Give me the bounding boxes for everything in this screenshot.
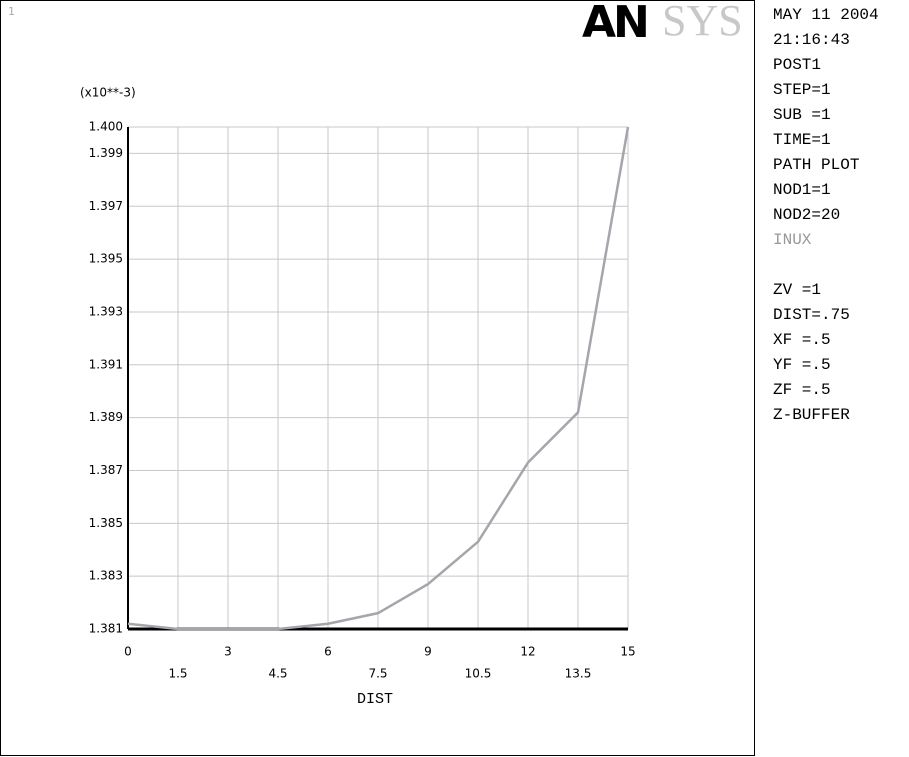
- y-tick-label: 1.393: [89, 304, 123, 318]
- y-tick-label: 1.391: [89, 357, 123, 371]
- view-line: Z-BUFFER: [773, 406, 850, 424]
- info-line: 21:16:43: [773, 31, 850, 49]
- x-tick-label: 7.5: [368, 667, 387, 681]
- y-tick-label: 1.381: [89, 622, 123, 636]
- view-line: ZF =.5: [773, 381, 831, 399]
- info-line: POST1: [773, 56, 821, 74]
- view-line: ZV =1: [773, 281, 821, 299]
- y-tick-label: 1.397: [89, 199, 123, 213]
- y-tick-label: 1.385: [89, 516, 123, 530]
- y-tick-label: 1.389: [89, 410, 123, 424]
- x-tick-label: 13.5: [565, 667, 592, 681]
- y-axis-label: (x10**-3): [80, 86, 136, 100]
- x-tick-label: 12: [520, 645, 535, 659]
- y-tick-label: 1.395: [89, 252, 123, 266]
- x-tick-label: 15: [620, 645, 635, 659]
- logo-bold: AN: [582, 0, 647, 48]
- info-line: NOD1=1: [773, 181, 831, 199]
- x-tick-label: 10.5: [465, 667, 492, 681]
- x-tick-label: 0: [124, 645, 132, 659]
- view-line: YF =.5: [773, 356, 831, 374]
- view-line: XF =.5: [773, 331, 831, 349]
- info-line: SUB =1: [773, 106, 831, 124]
- view-line: DIST=.75: [773, 306, 850, 324]
- y-tick-label: 1.387: [89, 463, 123, 477]
- x-tick-label: 1.5: [168, 667, 187, 681]
- info-line: MAY 11 2004: [773, 6, 879, 24]
- y-tick-label: 1.400: [89, 120, 123, 134]
- window-number: 1: [8, 5, 15, 18]
- x-tick-label: 6: [324, 645, 332, 659]
- info-line: PATH PLOT: [773, 156, 859, 174]
- info-line: TIME=1: [773, 131, 831, 149]
- info-line: STEP=1: [773, 81, 831, 99]
- x-axis-label: DIST: [357, 691, 393, 708]
- data-line: [127, 126, 630, 631]
- path-item: INUX: [773, 231, 812, 249]
- logo-light: SYS: [662, 0, 743, 45]
- info-line: NOD2=20: [773, 206, 840, 224]
- y-tick-label: 1.399: [89, 146, 123, 160]
- x-tick-label: 4.5: [268, 667, 287, 681]
- x-tick-label: 3: [224, 645, 232, 659]
- x-tick-label: 9: [424, 645, 432, 659]
- y-tick-label: 1.383: [89, 569, 123, 583]
